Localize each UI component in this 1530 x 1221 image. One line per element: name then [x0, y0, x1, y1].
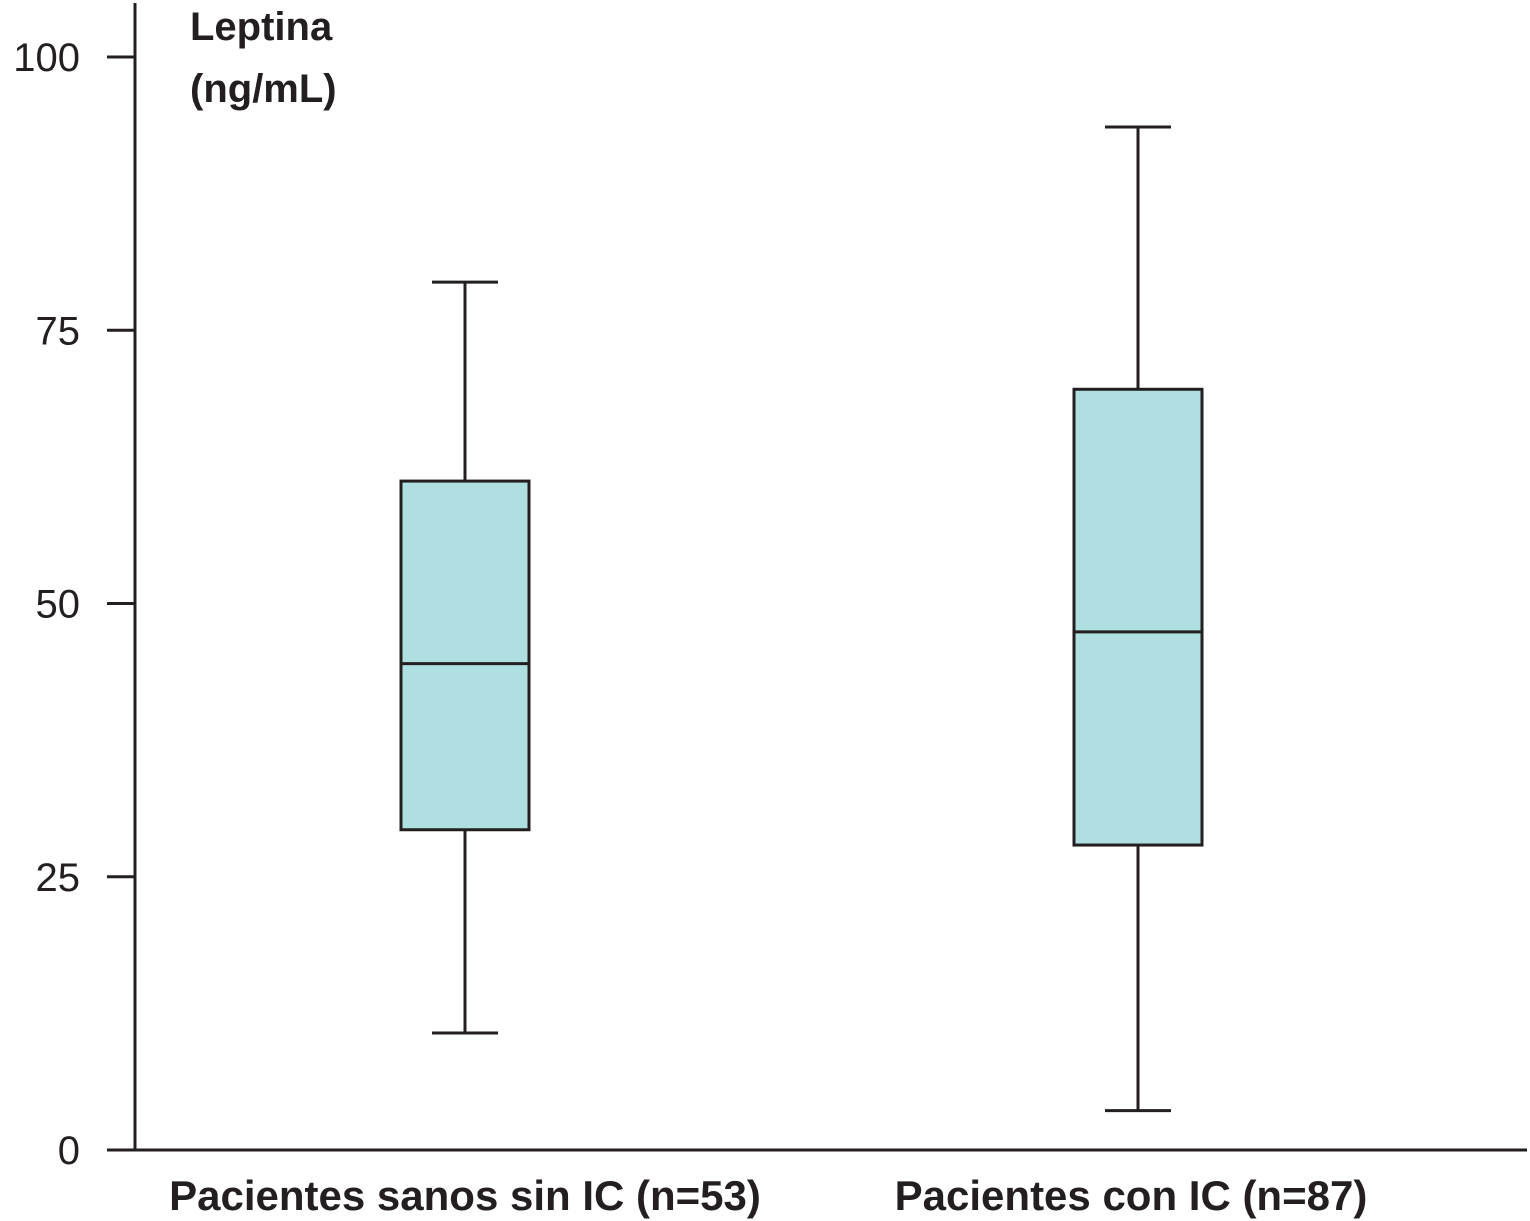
boxes: [399, 125, 1204, 1113]
y-axis-label-line2: (ng/mL): [190, 67, 337, 111]
y-axis-label-line1: Leptina: [190, 5, 333, 49]
iqr-box: [399, 479, 531, 832]
axes: [107, 3, 1527, 1152]
y-tick-label: 25: [36, 856, 81, 900]
y-tick-label: 0: [58, 1129, 80, 1173]
y-tick-label: 50: [36, 583, 81, 627]
y-tick-label: 75: [36, 309, 81, 353]
x-category-label: Pacientes con IC (n=87): [895, 1172, 1368, 1219]
y-tick-label: 100: [13, 36, 80, 80]
x-category-label: Pacientes sanos sin IC (n=53): [169, 1172, 761, 1219]
y-ticks: 0 25 50 75 100: [13, 36, 135, 1173]
x-category-labels: Pacientes sanos sin IC (n=53) Pacientes c…: [169, 1172, 1367, 1219]
iqr-box: [1072, 387, 1204, 847]
